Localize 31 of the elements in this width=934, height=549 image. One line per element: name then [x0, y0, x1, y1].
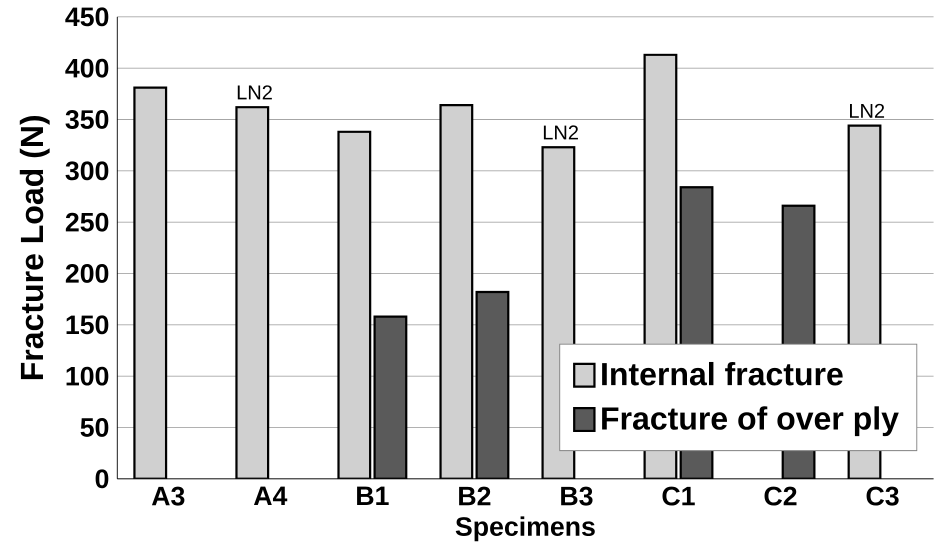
y-tick-label: 450 — [65, 8, 108, 26]
legend-label: Fracture of over ply — [602, 406, 899, 436]
bar — [373, 316, 408, 479]
x-tick-label: B2 — [459, 486, 490, 506]
bar — [235, 106, 270, 479]
annotation: LN2 — [850, 104, 884, 118]
x-axis-title: Specimens — [456, 516, 595, 542]
x-tick-label: B1 — [357, 486, 389, 506]
y-tick-label: 300 — [66, 162, 108, 180]
y-tick-label: 0 — [96, 470, 108, 488]
x-tick-label: C1 — [662, 486, 695, 506]
y-tick-label: 50 — [80, 418, 108, 438]
y-tick-label: 250 — [66, 212, 108, 232]
y-tick-label: 200 — [66, 264, 108, 284]
x-tick-label: A4 — [254, 486, 288, 506]
x-tick-label: C3 — [866, 486, 899, 506]
y-tick-label: 150 — [66, 316, 108, 334]
y-axis-title: Fracture Load (N) — [20, 116, 50, 380]
legend-label: Internal fracture — [602, 362, 843, 386]
annotation: LN2 — [238, 85, 272, 100]
bar — [476, 291, 510, 479]
x-tick-label: C2 — [764, 486, 796, 506]
x-tick-label: B3 — [561, 486, 593, 506]
bar — [337, 130, 372, 479]
y-tick-label: 400 — [65, 58, 108, 78]
y-tick-label: 100 — [66, 366, 108, 386]
bar — [133, 86, 168, 479]
annotation: LN2 — [544, 126, 578, 140]
x-tick-label: A3 — [152, 486, 184, 506]
bar — [439, 104, 474, 479]
y-tick-label: 350 — [66, 110, 108, 130]
